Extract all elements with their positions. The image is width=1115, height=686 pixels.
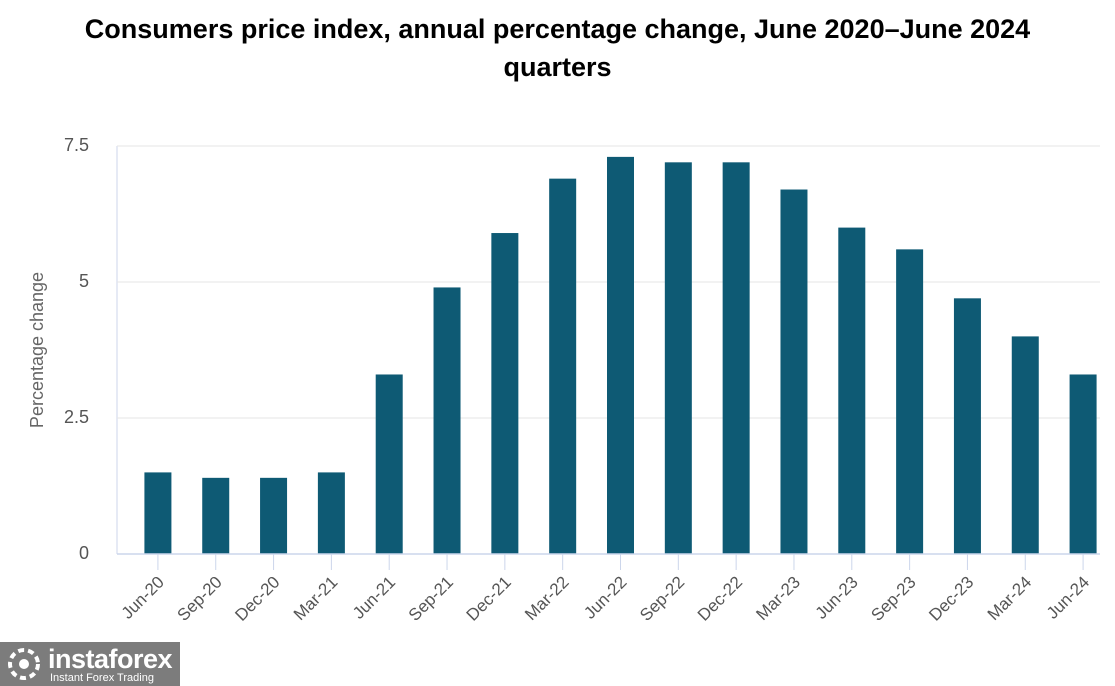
bar [317,472,345,554]
x-tick-label: Jun-20 [118,573,168,623]
bar [375,374,403,554]
y-tick-label: 0 [79,543,89,563]
bar [780,189,808,554]
y-tick-label: 5 [79,271,89,291]
x-tick-label: Mar-24 [984,573,1036,625]
watermark: instaforex Instant Forex Trading [0,642,180,686]
bar [1011,336,1039,554]
x-tick-label: Sep-22 [636,573,688,625]
bar [607,156,634,554]
x-tick-label: Mar-22 [521,573,573,625]
bar [491,233,519,555]
x-tick-label: Dec-20 [231,573,283,625]
bar [953,298,981,554]
bar [838,227,866,554]
bar [1069,374,1097,554]
y-tick-label: 2.5 [64,407,89,427]
bar [433,287,461,554]
x-tick-label: Jun-22 [580,573,630,623]
x-tick-label: Sep-23 [867,573,919,625]
y-axis-label: Percentage change [27,272,47,428]
bar [260,477,288,554]
x-tick-label: Jun-24 [1043,573,1093,623]
bar [549,178,577,554]
x-tick-label: Mar-21 [290,573,342,625]
bar [664,162,692,554]
x-tick-label: Jun-23 [812,573,862,623]
y-tick-label: 7.5 [64,135,89,155]
x-tick-label: Dec-21 [463,573,515,625]
watermark-tagline: Instant Forex Trading [50,672,154,684]
x-tick-label: Jun-21 [349,573,399,623]
watermark-name: instaforex [48,644,173,674]
watermark-logo [8,648,40,680]
bar [202,477,230,554]
x-tick-label: Dec-23 [925,573,977,625]
bar [722,162,750,554]
x-tick-label: Sep-21 [405,573,457,625]
x-tick-label: Sep-20 [174,573,226,625]
x-tick-label: Dec-22 [694,573,746,625]
x-tick-label: Mar-23 [752,573,804,625]
bar [896,249,924,555]
chart-title: Consumers price index, annual percentage… [84,14,1031,82]
bar [144,472,172,554]
